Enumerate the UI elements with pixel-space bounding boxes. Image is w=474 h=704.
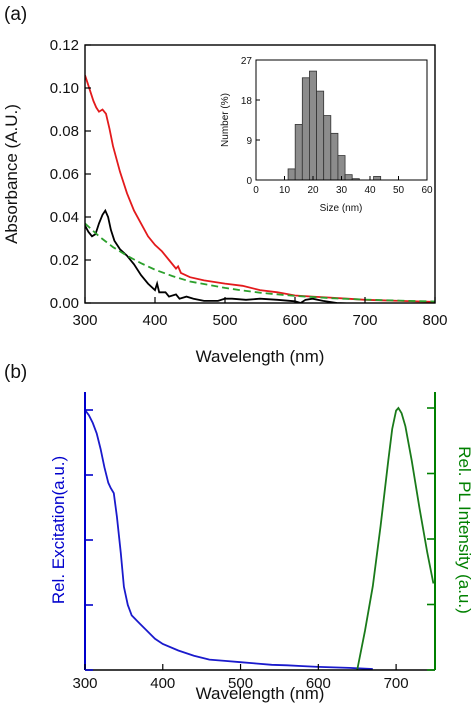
a-plot-frame — [84, 44, 436, 304]
b-left-y-axis-label: Rel. Excitation(a.u.) — [49, 456, 68, 604]
a-x-tick-label: 300 — [72, 312, 97, 329]
inset-bar — [309, 70, 317, 181]
a-plot-content — [85, 74, 435, 303]
a-series-line-1 — [85, 208, 360, 303]
a-y-tick-label: 0.08 — [50, 123, 79, 140]
inset-x-tick-label: 60 — [421, 185, 433, 196]
panel-label-a: (a) — [4, 4, 27, 25]
inset-x-tick-label: 20 — [307, 185, 319, 196]
inset-bar — [373, 176, 382, 181]
b-x-tick-label: 500 — [228, 675, 253, 692]
inset-x-tick-label: 10 — [279, 185, 291, 196]
a-series-line-0 — [85, 74, 435, 303]
a-y-tick-label: 0.06 — [50, 166, 79, 183]
panel-b-excitation-pl-chart: 300 400 500 600 700 Wavelength (nm) Rel. Exc… — [49, 392, 474, 703]
inset-bars — [287, 70, 382, 181]
inset-bar — [294, 124, 303, 181]
inset-x-axis-label: Size (nm) — [320, 203, 363, 214]
inset-y-axis-label: Number (%) — [220, 93, 231, 147]
a-y-tick-label: 0.04 — [50, 209, 79, 226]
b-plot-content — [84, 406, 435, 671]
b-series-line-0 — [84, 409, 373, 670]
inset-x-tick-label: 0 — [253, 185, 259, 196]
b-x-tick-label: 400 — [150, 675, 175, 692]
b-right-y-ticks — [427, 407, 435, 671]
inset-y-tick-label: 18 — [241, 96, 253, 107]
inset-x-tick-label: 30 — [336, 185, 348, 196]
panel-a-absorbance-chart: 300 400 500 600 700 800 0.000.020.040.060.080… — [2, 37, 448, 366]
inset-y-tick-label: 27 — [241, 56, 253, 67]
panel-a-inset-histogram: 0 10 20 30 40 50 60 0 9 18 27 Size (nm) Number (%… — [220, 56, 433, 214]
a-series-line-2 — [85, 222, 435, 303]
inset-y-tick-label: 0 — [246, 176, 252, 187]
a-x-axis-label: Wavelength (nm) — [196, 347, 325, 366]
inset-x-tick-label: 50 — [393, 185, 405, 196]
a-y-tick-label: 0.02 — [50, 252, 79, 269]
b-series-line-1 — [356, 406, 435, 671]
inset-bar — [287, 168, 296, 181]
b-right-y-axis-label: Rel. PL Intensity (a.u.) — [455, 446, 474, 614]
inset-bar — [330, 132, 339, 181]
a-y-axis-label: Absorbance (A.U.) — [2, 104, 21, 244]
b-x-axis-label: Wavelength (nm) — [196, 684, 325, 703]
a-y-tick-label: 0.12 — [50, 37, 79, 54]
a-y-tick-label: 0.00 — [50, 295, 79, 312]
inset-bar — [301, 77, 310, 181]
inset-bar — [344, 174, 353, 181]
a-x-tick-label: 600 — [282, 312, 307, 329]
a-x-tick-label: 500 — [212, 312, 237, 329]
inset-bar — [316, 90, 325, 181]
inset-y-tick-label: 9 — [246, 136, 252, 147]
a-x-tick-label: 800 — [422, 312, 447, 329]
a-x-tick-label: 400 — [142, 312, 167, 329]
b-x-tick-label: 600 — [306, 675, 331, 692]
inset-y-ticks: 0 9 18 27 — [241, 56, 260, 187]
b-left-y-ticks — [85, 409, 93, 671]
a-x-ticks: 300 400 500 600 700 800 — [72, 297, 448, 329]
inset-x-ticks: 0 10 20 30 40 50 60 — [253, 176, 433, 196]
inset-x-tick-label: 40 — [364, 185, 376, 196]
b-x-tick-label: 300 — [72, 675, 97, 692]
b-x-tick-label: 700 — [384, 675, 409, 692]
inset-bar — [323, 115, 332, 181]
panel-label-b: (b) — [4, 362, 27, 383]
a-x-tick-label: 700 — [352, 312, 377, 329]
a-y-tick-label: 0.10 — [50, 80, 79, 97]
a-y-ticks: 0.00 0.02 0.04 0.06 0.08 0.10 0.12 — [50, 37, 91, 312]
b-x-ticks: 300 400 500 600 700 — [72, 664, 409, 692]
